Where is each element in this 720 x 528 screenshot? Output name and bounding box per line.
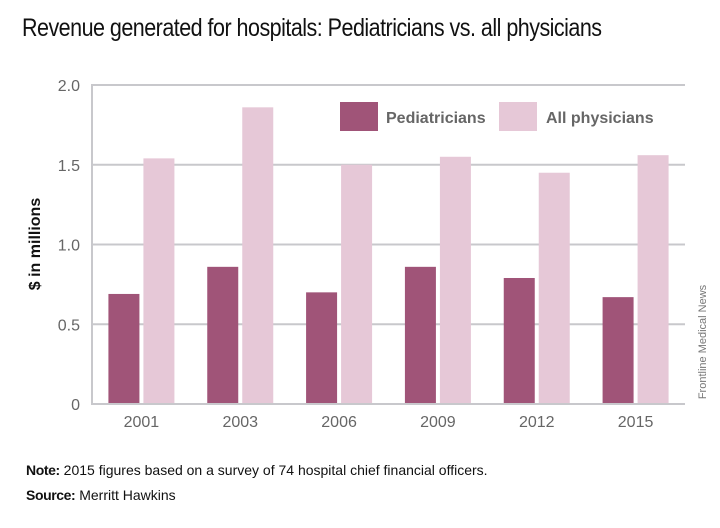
source-text: Merritt Hawkins: [75, 487, 176, 503]
x-tick-label: 2015: [618, 414, 654, 431]
legend: Pediatricians All physicians: [340, 102, 654, 131]
bar-all-physicians-2012: [538, 172, 570, 404]
y-tick-label: 0.5: [58, 317, 80, 334]
y-tick-label: 1.0: [58, 238, 80, 255]
bar-pediatricians-2006: [306, 292, 338, 404]
note-text: 2015 figures based on a survey of 74 hos…: [59, 462, 488, 478]
y-tick-label: 2.0: [58, 78, 80, 95]
bar-all-physicians-2001: [143, 158, 175, 404]
x-tick-label: 2012: [519, 414, 555, 431]
bar-all-physicians-2003: [242, 107, 274, 404]
bars: [108, 107, 669, 404]
chart-source: Source: Merritt Hawkins: [26, 487, 176, 503]
credit-text: Frontline Medical News: [697, 284, 709, 400]
x-tick-label: 2006: [321, 414, 357, 431]
bar-all-physicians-2006: [341, 164, 373, 404]
bar-pediatricians-2015: [602, 297, 634, 404]
y-axis-ticks: 0 0.5 1.0 1.5 2.0: [58, 78, 80, 414]
x-tick-label: 2001: [124, 414, 160, 431]
bar-pediatricians-2012: [503, 277, 535, 404]
legend-label-all-physicians: All physicians: [546, 110, 654, 127]
x-tick-label: 2003: [222, 414, 258, 431]
legend-swatch-pediatricians: [340, 102, 378, 131]
y-axis-label: $ in millions: [27, 198, 44, 291]
legend-swatch-all-physicians: [499, 102, 537, 131]
axes: [91, 84, 685, 405]
legend-label-pediatricians: Pediatricians: [386, 110, 486, 127]
bar-pediatricians-2009: [404, 266, 436, 404]
y-tick-label: 0: [71, 397, 80, 414]
chart-note: Note: 2015 figures based on a survey of …: [26, 462, 488, 478]
chart-title: Revenue generated for hospitals: Pediatr…: [22, 14, 602, 42]
source-label: Source:: [26, 487, 76, 503]
bar-all-physicians-2009: [439, 156, 471, 404]
x-axis-ticks: 2001 2003 2006 2009 2012 2015: [124, 414, 654, 431]
note-label: Note:: [26, 462, 60, 478]
y-tick-label: 1.5: [58, 158, 80, 175]
bar-pediatricians-2003: [207, 266, 239, 404]
bar-pediatricians-2001: [108, 293, 140, 404]
x-tick-label: 2009: [420, 414, 456, 431]
bar-all-physicians-2015: [637, 155, 669, 404]
